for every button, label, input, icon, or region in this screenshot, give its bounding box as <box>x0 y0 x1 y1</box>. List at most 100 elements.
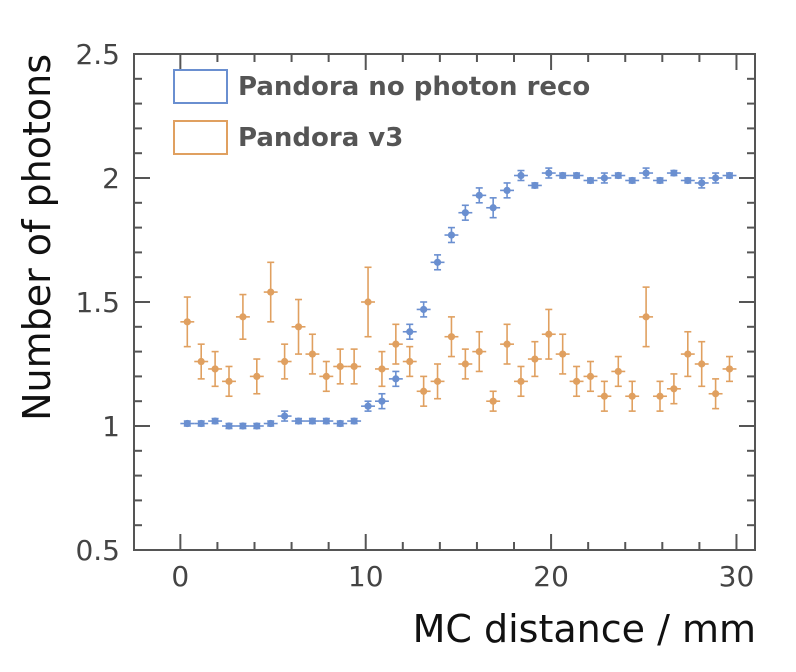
data-point <box>180 296 195 348</box>
marker <box>225 377 233 385</box>
marker <box>392 375 400 383</box>
data-point <box>541 308 556 360</box>
y-tick-label: 2.5 <box>75 38 120 71</box>
marker <box>614 171 622 180</box>
data-point <box>235 422 250 430</box>
data-point <box>694 177 709 189</box>
marker <box>642 313 650 321</box>
data-point <box>458 204 473 221</box>
data-point <box>541 167 556 179</box>
marker <box>572 171 581 180</box>
marker <box>725 171 734 180</box>
data-point <box>653 380 667 412</box>
marker <box>281 357 289 366</box>
marker <box>517 377 525 385</box>
data-point <box>249 422 264 430</box>
marker <box>350 362 358 371</box>
marker <box>433 258 442 266</box>
axis-ticks <box>134 53 755 551</box>
data-point <box>291 417 306 425</box>
marker <box>670 385 678 393</box>
marker <box>225 422 233 430</box>
marker <box>489 397 497 405</box>
marker <box>586 372 595 380</box>
legend-label: Pandora no photon reco <box>238 72 590 102</box>
marker <box>364 402 372 410</box>
data-point <box>388 323 403 365</box>
data-point <box>444 226 459 244</box>
marker <box>712 390 720 398</box>
x-tick-label: 20 <box>533 560 569 593</box>
marker <box>253 422 261 430</box>
marker <box>267 419 275 428</box>
marker <box>197 357 205 366</box>
data-point <box>611 171 626 180</box>
marker <box>559 350 567 358</box>
data-point <box>514 169 528 182</box>
marker <box>378 365 386 373</box>
marker <box>489 204 497 212</box>
data-point <box>653 176 667 185</box>
data-point <box>208 417 223 425</box>
marker <box>586 176 595 185</box>
data-point <box>277 410 292 422</box>
data-point <box>639 286 654 348</box>
data-point <box>347 348 362 385</box>
data-point <box>180 419 195 428</box>
data-point <box>514 365 528 398</box>
data-point <box>361 400 375 412</box>
data-point <box>527 340 542 378</box>
data-point <box>583 360 598 393</box>
data-point <box>333 348 348 385</box>
legend-item-0: Pandora no photon reco <box>173 69 590 104</box>
marker <box>294 417 303 425</box>
data-point <box>666 373 681 405</box>
marker <box>447 231 456 239</box>
marker <box>308 417 317 425</box>
data-point <box>611 355 626 388</box>
data-point <box>305 417 320 425</box>
data-point <box>333 419 348 428</box>
y-tick-label: 1 <box>102 410 120 443</box>
x-tick-label: 10 <box>348 560 384 593</box>
marker <box>183 419 191 428</box>
data-point <box>680 330 695 378</box>
marker <box>183 318 191 326</box>
marker <box>447 333 456 341</box>
marker <box>336 419 344 428</box>
marker <box>628 392 636 400</box>
y-tick-label: 2 <box>102 162 120 195</box>
data-point <box>222 422 236 430</box>
marker <box>253 372 261 380</box>
marker <box>211 365 219 373</box>
data-point <box>291 298 306 355</box>
legend-label: Pandora v3 <box>238 123 403 153</box>
marker <box>239 313 247 321</box>
data-point <box>639 167 654 179</box>
data-point <box>555 171 570 180</box>
x-tick-label: 30 <box>719 560 755 593</box>
data-point <box>416 301 431 318</box>
marker <box>531 181 539 190</box>
marker <box>197 419 205 428</box>
data-point <box>388 370 403 388</box>
data-point <box>430 363 445 400</box>
marker <box>406 357 414 366</box>
data-point <box>402 345 417 378</box>
marker <box>684 176 692 185</box>
marker <box>378 397 386 405</box>
marker <box>350 417 358 425</box>
data-point <box>500 182 515 199</box>
data-point <box>194 343 209 380</box>
data-point <box>694 340 709 388</box>
plot-marks <box>180 167 737 430</box>
marker <box>725 365 734 373</box>
marker <box>475 191 483 199</box>
data-point <box>347 417 362 425</box>
marker <box>308 350 317 358</box>
series-1 <box>180 261 737 412</box>
marker <box>684 350 692 358</box>
legend: Pandora no photon reco Pandora v3 <box>173 69 590 155</box>
data-point <box>583 176 598 185</box>
